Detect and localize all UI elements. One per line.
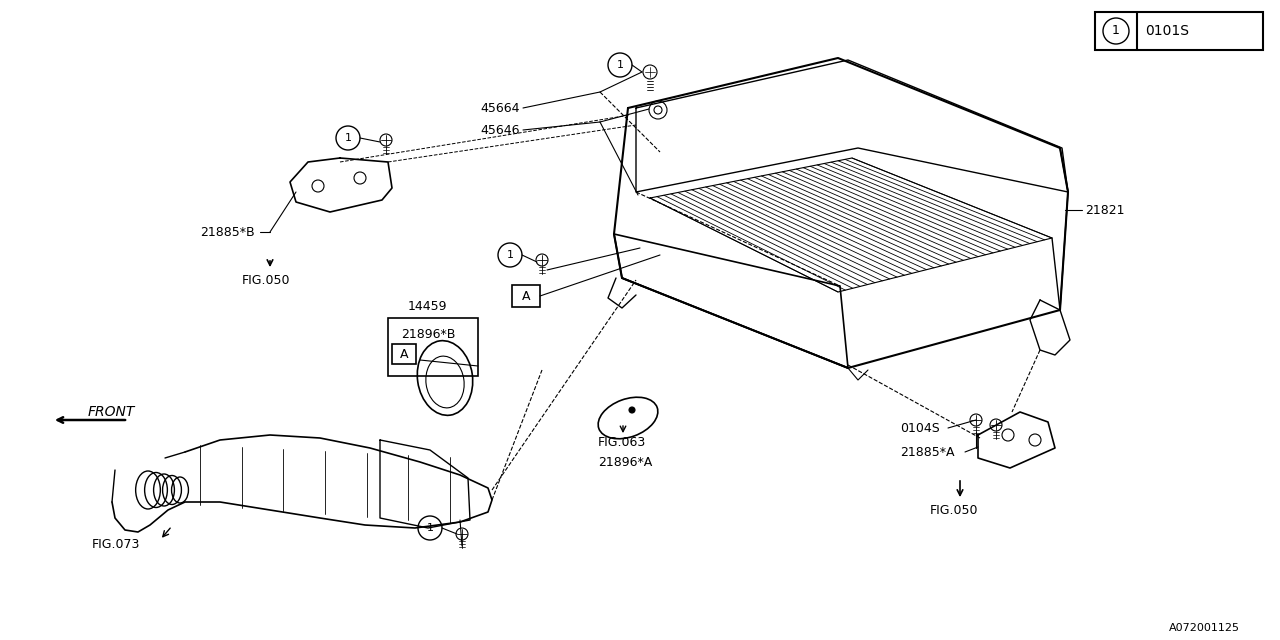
Text: 1: 1 (507, 250, 513, 260)
Text: 45646: 45646 (480, 124, 520, 136)
Text: 14459: 14459 (408, 300, 448, 312)
Bar (1094, 12, 1263, 50)
Bar (388, 318, 477, 376)
Text: FRONT: FRONT (88, 405, 136, 419)
Text: 1: 1 (344, 133, 352, 143)
Text: 1: 1 (617, 60, 623, 70)
Text: 21885*A: 21885*A (900, 445, 955, 458)
Text: 21896*B: 21896*B (401, 328, 456, 342)
Text: FIG.073: FIG.073 (92, 538, 141, 552)
Text: 21885*B: 21885*B (200, 225, 255, 239)
Text: 0101S: 0101S (1146, 24, 1189, 38)
Text: 0104S: 0104S (900, 422, 940, 435)
Text: 1: 1 (426, 523, 434, 533)
Bar (512, 285, 540, 307)
Text: 21896*A: 21896*A (598, 456, 653, 468)
Text: A: A (399, 348, 408, 360)
Text: 45664: 45664 (480, 102, 520, 115)
Text: FIG.050: FIG.050 (931, 504, 978, 516)
Text: FIG.063: FIG.063 (598, 435, 646, 449)
Circle shape (628, 407, 635, 413)
Text: A: A (522, 289, 530, 303)
Text: A072001125: A072001125 (1169, 623, 1240, 633)
Bar (392, 344, 416, 364)
Text: 21821: 21821 (1085, 204, 1125, 216)
Text: 1: 1 (1112, 24, 1120, 38)
Text: FIG.050: FIG.050 (242, 273, 291, 287)
